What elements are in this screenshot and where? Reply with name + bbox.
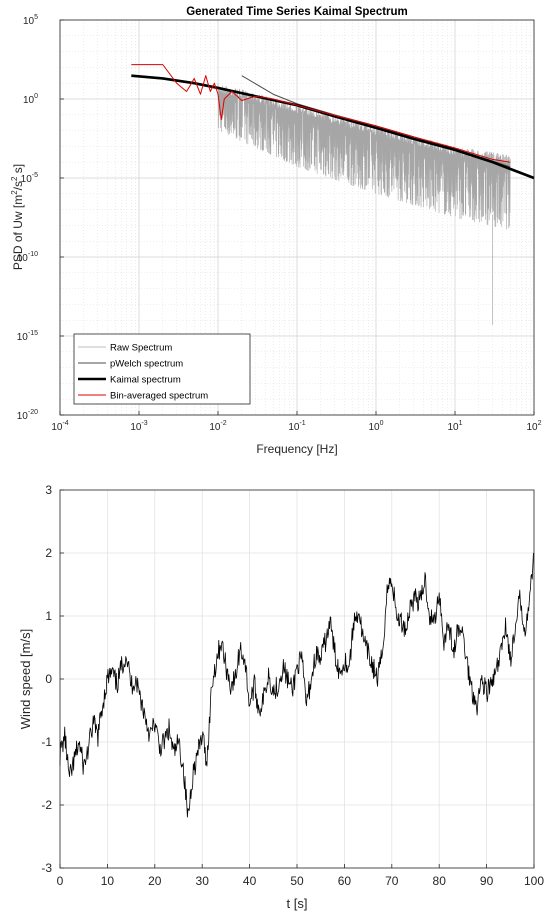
ylabel-part-1: PSD of Uw [m [11,195,25,270]
wind-ticks: 0 10 20 30 40 50 60 70 80 90 100 -3 -2 -1 0 1 2 3 [41,483,544,888]
spectrum-y-axis-label: PSD of Uw [m2/s2 s] [10,164,25,270]
wind-x-tick-label: 20 [148,874,162,888]
wind-x-tick-label: 50 [290,874,304,888]
wind-y-tick-label: 1 [45,609,52,623]
wind-x-tick-label: 0 [57,874,64,888]
spectrum-ticks: 10-4 10-3 10-2 10-1 100 101 102 10-20 10-15 10-10… [17,14,542,433]
wind-x-tick-label: 40 [243,874,257,888]
spectrum-legend: Raw Spectrum pWelch spectrum Kaimal spec… [73,333,251,405]
series-wind-speed [59,552,535,818]
wind-speed-chart: 0 10 20 30 40 50 60 70 80 90 100 -3 -2 -1 0 1 2 3 t [s] W… [18,483,544,911]
spectrum-title: Generated Time Series Kaimal Spectrum [186,6,408,18]
spectrum-chart: 10-4 10-3 10-2 10-1 100 101 102 10-20 10-15 10-10… [10,6,542,456]
spectrum-x-tick-label: 10-3 [130,420,147,433]
wind-y-axis-label: Wind speed [m/s] [18,629,33,729]
spectrum-x-tick-label: 10-1 [288,420,305,433]
spectrum-y-tick-label: 105 [23,14,38,27]
wind-x-tick-label: 100 [524,874,544,888]
spectrum-x-tick-label: 10-4 [51,420,68,433]
wind-y-tick-label: -1 [41,735,52,749]
ylabel-part-2: 2 [10,190,19,195]
ylabel-part-3: /s [11,181,25,190]
wind-y-tick-label: -2 [41,798,52,812]
spectrum-series [131,64,535,325]
wind-x-tick-label: 90 [480,874,494,888]
spectrum-y-tick-label: 10-20 [17,409,38,422]
series-bin-averaged-spectrum [131,64,511,163]
legend-box [73,333,251,405]
wind-y-tick-label: 3 [45,483,52,497]
wind-y-tick-label: 2 [45,546,52,560]
spectrum-x-tick-label: 102 [526,420,541,433]
legend-label-pwelch-spectrum: pWelch spectrum [110,359,183,370]
spectrum-x-tick-label: 101 [447,420,462,433]
wind-y-tick-label: 0 [45,672,52,686]
legend-label-kaimal-spectrum: Kaimal spectrum [110,375,181,386]
spectrum-y-tick-label: 100 [23,93,38,106]
ylabel-part-4: 2 [10,176,19,181]
wind-x-axis-label: t [s] [287,896,308,911]
spectrum-x-tick-label: 10-2 [209,420,226,433]
legend-label-bin-averaged-spectrum: Bin-averaged spectrum [110,391,208,402]
spectrum-y-tick-label: 10-10 [17,251,38,264]
wind-x-tick-label: 10 [101,874,115,888]
wind-series [59,552,535,818]
spectrum-x-axis-label: Frequency [Hz] [256,442,337,456]
wind-x-tick-label: 80 [433,874,447,888]
wind-x-tick-label: 70 [385,874,399,888]
wind-x-tick-label: 30 [196,874,210,888]
ylabel-part-5: s] [11,164,25,177]
spectrum-x-tick-label: 100 [368,420,383,433]
spectrum-y-tick-label: 10-5 [21,172,38,185]
wind-y-tick-label: -3 [41,861,52,875]
wind-x-tick-label: 60 [338,874,352,888]
spectrum-y-tick-label: 10-15 [17,330,38,343]
legend-label-raw-spectrum: Raw Spectrum [110,343,172,354]
